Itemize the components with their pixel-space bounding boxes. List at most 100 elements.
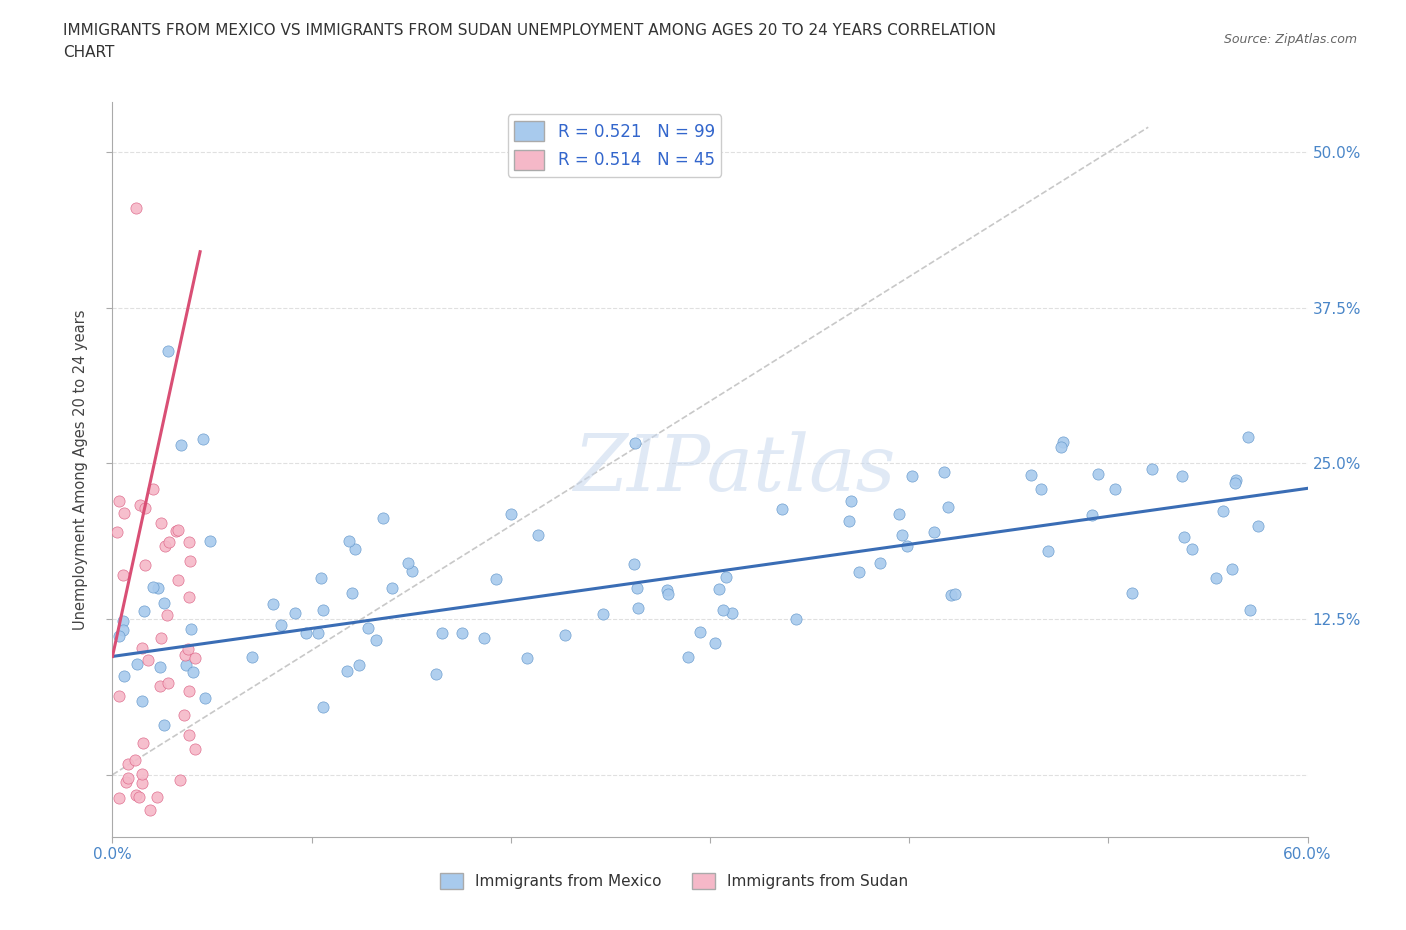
Point — [1222, 562, 1244, 577]
Point — [112, 669, 135, 684]
Point — [623, 556, 645, 571]
Point — [1239, 603, 1261, 618]
Point — [262, 596, 284, 611]
Point — [179, 553, 201, 568]
Point — [128, 790, 150, 804]
Point — [179, 590, 201, 604]
Point — [177, 641, 200, 656]
Point — [184, 741, 207, 756]
Point — [156, 344, 179, 359]
Point — [307, 625, 329, 640]
Point — [270, 618, 292, 632]
Point — [1050, 439, 1073, 454]
Point — [901, 469, 924, 484]
Point — [721, 605, 744, 620]
Point — [149, 659, 172, 674]
Point — [240, 650, 263, 665]
Point — [1225, 475, 1247, 490]
Point — [472, 631, 495, 645]
Point — [1052, 435, 1074, 450]
Point — [527, 527, 550, 542]
Point — [108, 628, 131, 643]
Point — [1029, 482, 1052, 497]
Point — [655, 582, 678, 597]
Point — [165, 524, 187, 538]
Point — [848, 565, 870, 579]
Point — [554, 627, 576, 642]
Point — [173, 708, 195, 723]
Point — [179, 727, 201, 742]
Point — [111, 622, 134, 637]
Point — [714, 570, 737, 585]
Point — [193, 432, 215, 446]
Point — [485, 571, 508, 586]
Y-axis label: Unemployment Among Ages 20 to 24 years: Unemployment Among Ages 20 to 24 years — [73, 310, 89, 630]
Point — [125, 788, 148, 803]
Point — [174, 658, 197, 673]
Point — [107, 525, 129, 539]
Point — [112, 506, 135, 521]
Point — [627, 601, 650, 616]
Point — [157, 675, 180, 690]
Point — [177, 535, 200, 550]
Point — [295, 625, 318, 640]
Point — [943, 587, 966, 602]
Point — [169, 773, 191, 788]
Point — [889, 507, 911, 522]
Point — [357, 620, 380, 635]
Point — [311, 571, 333, 586]
Point — [156, 607, 179, 622]
Point — [198, 534, 221, 549]
Point — [869, 556, 891, 571]
Point — [337, 534, 360, 549]
Point — [689, 624, 711, 639]
Text: ZIPatlas: ZIPatlas — [572, 432, 896, 508]
Point — [112, 613, 135, 628]
Point — [592, 606, 614, 621]
Point — [148, 581, 170, 596]
Point — [838, 513, 860, 528]
Point — [890, 527, 912, 542]
Point — [451, 625, 474, 640]
Point — [146, 790, 169, 804]
Legend: Immigrants from Mexico, Immigrants from Sudan: Immigrants from Mexico, Immigrants from … — [434, 868, 914, 896]
Point — [179, 684, 201, 698]
Point — [785, 612, 807, 627]
Point — [676, 650, 699, 665]
Point — [132, 604, 155, 618]
Point — [425, 666, 447, 681]
Point — [142, 481, 165, 496]
Point — [181, 665, 204, 680]
Point — [153, 717, 176, 732]
Point — [770, 501, 793, 516]
Point — [1121, 586, 1143, 601]
Point — [108, 790, 131, 805]
Point — [138, 803, 160, 817]
Point — [1225, 472, 1247, 487]
Text: Source: ZipAtlas.com: Source: ZipAtlas.com — [1223, 33, 1357, 46]
Point — [401, 564, 423, 578]
Point — [711, 603, 734, 618]
Point — [939, 588, 962, 603]
Point — [194, 691, 217, 706]
Point — [623, 436, 645, 451]
Text: CHART: CHART — [63, 45, 115, 60]
Point — [1173, 529, 1195, 544]
Point — [114, 775, 136, 790]
Point — [896, 538, 918, 553]
Point — [174, 647, 197, 662]
Point — [131, 775, 153, 790]
Point — [166, 572, 188, 587]
Point — [1142, 462, 1164, 477]
Point — [170, 437, 193, 452]
Point — [373, 511, 395, 525]
Point — [1237, 430, 1260, 445]
Point — [1181, 541, 1204, 556]
Point — [1247, 519, 1270, 534]
Point — [1036, 543, 1059, 558]
Point — [134, 501, 156, 516]
Point — [1087, 466, 1109, 481]
Point — [932, 464, 955, 479]
Point — [312, 700, 335, 715]
Point — [1081, 508, 1104, 523]
